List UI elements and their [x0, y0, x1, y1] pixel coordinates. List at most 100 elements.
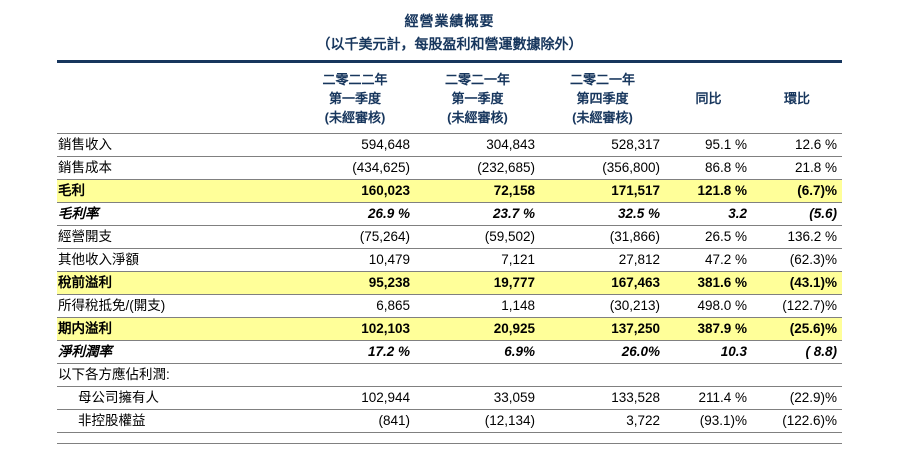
cell-value: 19,777 — [415, 271, 540, 295]
cell-value: 47.2 % — [665, 248, 752, 272]
results-table: 二零二二年 第一季度 (未經審核) 二零二一年 第一季度 (未經審核) 二零二一… — [57, 63, 842, 433]
cell-value: 387.9 % — [665, 317, 752, 341]
cell-value: 12.6 % — [752, 133, 842, 157]
table-row: 以下各方應佔利潤: — [57, 363, 842, 387]
cell-value: 137,250 — [540, 317, 665, 341]
table-row: 母公司擁有人 102,944 33,059 133,528 211.4 % (22.9)% — [57, 386, 842, 410]
cell-value: 594,648 — [295, 133, 415, 157]
table-bottom-rule — [57, 433, 842, 444]
cell-value: (12,134) — [415, 409, 540, 433]
table-row: 所得稅抵免/(開支) 6,865 1,148 (30,213) 498.0 % (122.… — [57, 294, 842, 318]
results-table-wrap: 二零二二年 第一季度 (未經審核) 二零二一年 第一季度 (未經審核) 二零二一… — [57, 60, 842, 433]
cell-value: (232,685) — [415, 156, 540, 180]
table-row: 毛利 160,023 72,158 171,517 121.8 % (6.7)% — [57, 179, 842, 203]
cell-value: 26.9 % — [295, 202, 415, 226]
table-row: 銷售收入 594,648 304,843 528,317 95.1 % 12.6 % — [57, 133, 842, 157]
cell-value: 23.7 % — [415, 202, 540, 226]
cell-value: 136.2 % — [752, 225, 842, 249]
row-label: 以下各方應佔利潤: — [57, 363, 295, 387]
table-body: 銷售收入 594,648 304,843 528,317 95.1 % 12.6 % 銷售成… — [57, 133, 842, 433]
cell-value: ( 8.8) — [752, 340, 842, 364]
cell-value: 17.2 % — [295, 340, 415, 364]
table-row: 其他收入淨額 10,479 7,121 27,812 47.2 % (62.3)% — [57, 248, 842, 272]
cell-value: 133,528 — [540, 386, 665, 410]
cell-value: (31,866) — [540, 225, 665, 249]
cell-value: (75,264) — [295, 225, 415, 249]
page-title: 經營業績概要 — [404, 13, 495, 29]
table-row: 淨利潤率 17.2 % 6.9% 26.0% 10.3( 8.8) — [57, 340, 842, 364]
row-label: 非控股權益 — [57, 409, 295, 433]
table-header: 二零二二年 第一季度 (未經審核) 二零二一年 第一季度 (未經審核) 二零二一… — [57, 63, 842, 134]
cell-value: 26.5 % — [665, 225, 752, 249]
cell-value: 304,843 — [415, 133, 540, 157]
cell-value: 102,103 — [295, 317, 415, 341]
cell-value: (122.6)% — [752, 409, 842, 433]
cell-value — [295, 363, 415, 387]
cell-value: (356,800) — [540, 156, 665, 180]
cell-value: 20,925 — [415, 317, 540, 341]
column-header-spacer — [57, 63, 295, 134]
cell-value: 10,479 — [295, 248, 415, 272]
cell-value: 3.2 — [665, 202, 752, 226]
row-label: 其他收入淨額 — [57, 248, 295, 272]
cell-value — [752, 363, 842, 387]
cell-value: 498.0 % — [665, 294, 752, 318]
cell-value: (434,625) — [295, 156, 415, 180]
table-row: 經營開支 (75,264) (59,502) (31,866) 26.5 % 136.2 … — [57, 225, 842, 249]
cell-value: 27,812 — [540, 248, 665, 272]
table-row: 期内溢利 102,103 20,925 137,250 387.9 % (25.6)% — [57, 317, 842, 341]
page-subtitle: （以千美元計，每股盈利和營運數據除外） — [316, 36, 583, 52]
cell-value: 26.0% — [540, 340, 665, 364]
cell-value: (43.1)% — [752, 271, 842, 295]
cell-value: (22.9)% — [752, 386, 842, 410]
row-label: 淨利潤率 — [57, 340, 295, 364]
cell-value: 21.8 % — [752, 156, 842, 180]
cell-value — [665, 363, 752, 387]
cell-value: 6.9% — [415, 340, 540, 364]
cell-value: 95,238 — [295, 271, 415, 295]
cell-value: 160,023 — [295, 179, 415, 203]
cell-value — [540, 363, 665, 387]
cell-value: 211.4 % — [665, 386, 752, 410]
cell-value: 102,944 — [295, 386, 415, 410]
cell-value: 381.6 % — [665, 271, 752, 295]
cell-value — [415, 363, 540, 387]
cell-value: (59,502) — [415, 225, 540, 249]
cell-value: 33,059 — [415, 386, 540, 410]
cell-value: (841) — [295, 409, 415, 433]
cell-value: (5.6) — [752, 202, 842, 226]
cell-value: (93.1)% — [665, 409, 752, 433]
row-label: 稅前溢利 — [57, 271, 295, 295]
row-label: 銷售成本 — [57, 156, 295, 180]
cell-value: (122.7)% — [752, 294, 842, 318]
cell-value: 10.3 — [665, 340, 752, 364]
column-header-q1-2021: 二零二一年 第一季度 (未經審核) — [415, 63, 540, 134]
document-header: 經營業績概要 （以千美元計，每股盈利和營運數據除外） — [0, 0, 899, 53]
cell-value: 121.8 % — [665, 179, 752, 203]
table-row: 非控股權益 (841) (12,134) 3,722 (93.1)% (122.6)% — [57, 409, 842, 433]
cell-value: 167,463 — [540, 271, 665, 295]
table-row: 毛利率 26.9 % 23.7 % 32.5 % 3.2 (5.6) — [57, 202, 842, 226]
cell-value: 72,158 — [415, 179, 540, 203]
column-header-q1-2022: 二零二二年 第一季度 (未經審核) — [295, 63, 415, 134]
cell-value: (6.7)% — [752, 179, 842, 203]
table-row: 銷售成本 (434,625) (232,685) (356,800) 86.8 % 21.… — [57, 156, 842, 180]
cell-value: 528,317 — [540, 133, 665, 157]
row-label: 經營開支 — [57, 225, 295, 249]
cell-value: 3,722 — [540, 409, 665, 433]
row-label: 銷售收入 — [57, 133, 295, 157]
row-label: 母公司擁有人 — [57, 386, 295, 410]
row-label: 毛利 — [57, 179, 295, 203]
column-header-q4-2021: 二零二一年 第四季度 (未經審核) — [540, 63, 665, 134]
cell-value: (30,213) — [540, 294, 665, 318]
row-label: 所得稅抵免/(開支) — [57, 294, 295, 318]
cell-value: 6,865 — [295, 294, 415, 318]
row-label: 期内溢利 — [57, 317, 295, 341]
cell-value: 171,517 — [540, 179, 665, 203]
cell-value: (25.6)% — [752, 317, 842, 341]
cell-value: 1,148 — [415, 294, 540, 318]
column-header-yoy: 同比 — [665, 63, 752, 134]
cell-value: 32.5 % — [540, 202, 665, 226]
table-header-row: 二零二二年 第一季度 (未經審核) 二零二一年 第一季度 (未經審核) 二零二一… — [57, 63, 842, 134]
